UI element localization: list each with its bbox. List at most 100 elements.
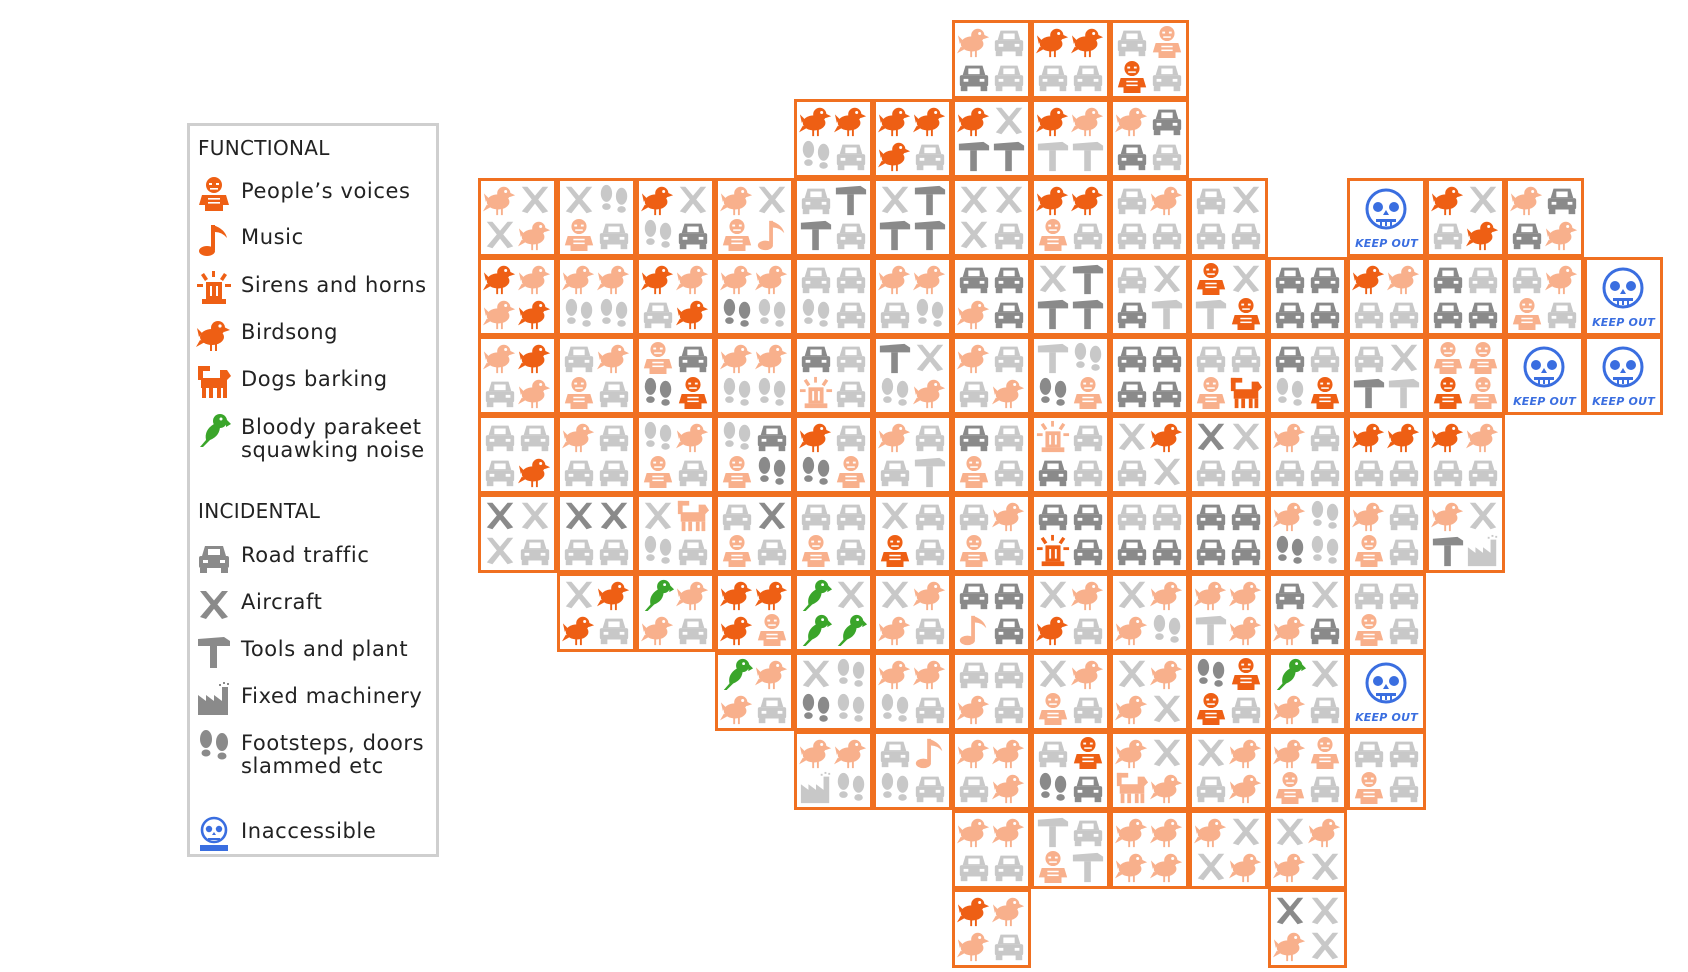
grid-cell	[794, 573, 873, 652]
aircraft-icon	[565, 186, 593, 214]
grid-cell	[1189, 731, 1268, 810]
bird-icon	[518, 344, 551, 374]
grid-cell	[715, 652, 794, 731]
person-icon	[1038, 850, 1068, 884]
bird-icon	[676, 423, 709, 453]
bird-icon	[518, 300, 551, 330]
bird-icon	[1229, 853, 1262, 883]
car-icon	[564, 460, 594, 487]
footsteps-icon	[200, 730, 228, 760]
grid-cell	[1110, 99, 1189, 178]
hammer-icon	[1037, 299, 1069, 330]
bird-icon	[913, 379, 946, 409]
bird-icon	[1273, 739, 1306, 769]
car-icon	[678, 460, 708, 487]
aircraft-icon	[1311, 853, 1339, 881]
bird-icon	[1229, 739, 1262, 769]
car-icon	[1310, 302, 1340, 329]
grid-cell	[1031, 20, 1110, 99]
car-icon	[1310, 697, 1340, 724]
legend-item-music: Music	[196, 220, 436, 264]
bird-icon	[1194, 581, 1227, 611]
keep-out-icon	[200, 816, 228, 851]
car-icon	[1117, 223, 1147, 250]
grid-cell	[1031, 810, 1110, 889]
grid-cell	[1110, 810, 1189, 889]
bird-icon	[1466, 221, 1499, 251]
footsteps-icon	[1153, 614, 1181, 643]
dog-icon	[1230, 377, 1263, 409]
bird-icon	[518, 458, 551, 488]
grid-cell	[873, 652, 952, 731]
grid-cell	[478, 257, 557, 336]
aircraft-icon	[1039, 660, 1067, 688]
car-icon	[1433, 460, 1463, 487]
bird-icon	[518, 379, 551, 409]
bird-icon	[1273, 423, 1306, 453]
grid-cell	[952, 889, 1031, 968]
grid-cell	[873, 494, 952, 573]
grid-cell	[1110, 573, 1189, 652]
grid-cell	[952, 20, 1031, 99]
aircraft-icon	[881, 581, 909, 609]
grid-cell	[557, 573, 636, 652]
legend-label: Birdsong	[241, 320, 339, 344]
car-icon	[1433, 302, 1463, 329]
car-icon	[836, 267, 866, 294]
car-icon	[1073, 65, 1103, 92]
bird-icon	[992, 818, 1025, 848]
grid-cell	[794, 652, 873, 731]
aircraft-icon	[1039, 581, 1067, 609]
person-icon	[1468, 376, 1498, 410]
grid-cell	[794, 336, 873, 415]
bird-icon	[1150, 818, 1183, 848]
bird-icon	[878, 423, 911, 453]
siren-icon	[799, 376, 833, 409]
grid-cell	[952, 99, 1031, 178]
bird-icon	[1352, 502, 1385, 532]
aircraft-icon	[1118, 581, 1146, 609]
car-icon	[1073, 223, 1103, 250]
keep-out-icon	[1365, 662, 1407, 704]
legend-incidental-heading: INCIDENTAL	[198, 499, 321, 523]
car-icon	[520, 425, 550, 452]
footsteps-icon	[881, 377, 909, 406]
bird-icon	[1071, 186, 1104, 216]
bird-icon	[597, 265, 630, 295]
bird-icon	[755, 344, 788, 374]
car-icon	[1310, 267, 1340, 294]
factory-icon	[198, 682, 229, 715]
bird-icon	[1273, 502, 1306, 532]
car-icon	[1038, 460, 1068, 487]
bird-icon	[720, 695, 753, 725]
grid-cell	[1268, 810, 1347, 889]
bird-icon	[1115, 616, 1148, 646]
car-icon	[880, 460, 910, 487]
legend-label: Dogs barking	[241, 367, 388, 391]
hammer-icon	[1037, 817, 1069, 848]
grid-cell	[1268, 415, 1347, 494]
grid-cell	[715, 494, 794, 573]
car-icon	[994, 223, 1024, 250]
person-icon	[1354, 613, 1384, 647]
grid-cell	[1268, 494, 1347, 573]
legend-label: People’s voices	[241, 179, 411, 203]
hammer-icon	[1195, 299, 1227, 330]
bird-icon	[957, 107, 990, 137]
bird-icon	[1115, 739, 1148, 769]
footsteps-icon	[881, 772, 909, 801]
car-icon	[1117, 504, 1147, 531]
aircraft-icon	[521, 186, 549, 214]
car-icon	[199, 546, 229, 573]
bird-icon	[1308, 818, 1341, 848]
grid-cell	[873, 415, 952, 494]
legend-label: Footsteps, doors slammed etc	[241, 731, 425, 778]
grid-cell	[715, 336, 794, 415]
footsteps-icon	[723, 298, 751, 327]
grid-cell	[557, 178, 636, 257]
aircraft-icon	[1469, 186, 1497, 214]
footsteps-icon	[802, 456, 830, 485]
bird-icon	[957, 818, 990, 848]
car-icon	[994, 302, 1024, 329]
footsteps-icon	[723, 421, 751, 450]
